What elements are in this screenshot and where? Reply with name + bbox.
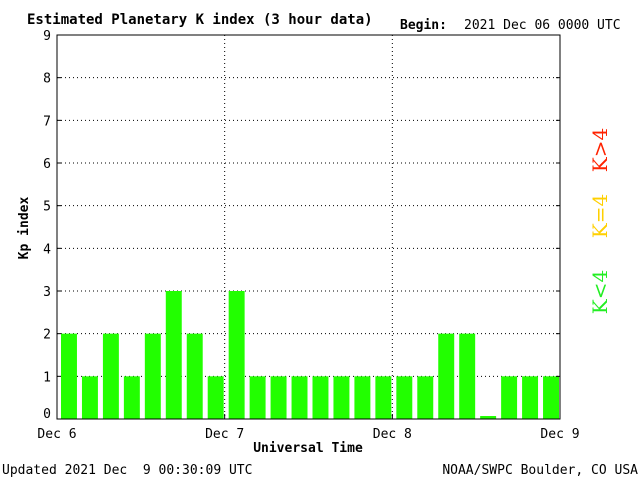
kp-bar [501,376,518,419]
x-axis-label: Universal Time [253,441,363,456]
kp-bar [144,333,161,419]
y-axis-label: Kp index [17,197,32,260]
kp-bar [291,376,308,419]
kp-bar [543,376,559,419]
kp-bar [438,333,455,419]
kp-bar [165,291,182,419]
y-tick-label: 5 [43,200,51,215]
y-ticks: 0 1 2 3 4 5 6 7 8 9 [43,29,560,422]
y-tick-label: 8 [43,72,51,87]
x-tick-label: Dec 8 [373,427,412,442]
y-tick-label: 6 [43,157,51,172]
legend-k-less-4: K<4 [588,270,612,314]
kp-bar [123,376,140,419]
kp-bar [522,376,539,419]
kp-bar [102,333,119,419]
kp-bar [81,376,98,419]
bars-group [61,291,559,419]
begin-label: Begin: [400,18,447,33]
y-tick-label: 4 [43,242,51,257]
kp-bar [417,376,434,419]
x-tick-label: Dec 9 [540,427,579,442]
y-tick-label: 0 [43,407,51,422]
kp-bar [270,376,287,419]
credit-text: NOAA/SWPC Boulder, CO USA [442,463,638,478]
kp-bar [333,376,350,419]
kp-bar [396,376,413,419]
kp-bar [249,376,266,419]
x-tick-label: Dec 6 [37,427,76,442]
kp-bar [459,333,476,419]
kp-bar [61,333,77,419]
x-tick-label: Dec 7 [205,427,244,442]
y-tick-label: 1 [43,370,51,385]
kp-bar [186,333,203,419]
kp-bar [480,416,497,419]
kp-bar [228,291,245,419]
kp-bar [375,376,392,419]
chart-title: Estimated Planetary K index (3 hour data… [27,12,373,28]
y-tick-label: 9 [43,29,51,44]
y-tick-label: 7 [43,114,51,129]
legend-k-equal-4: K=4 [588,194,612,238]
kp-bar [354,376,371,419]
plot-frame [56,34,561,420]
y-tick-label: 2 [43,328,51,343]
grid-lines [57,35,560,419]
kp-bar [312,376,329,419]
legend-k-greater-4: K>4 [588,128,612,172]
begin-value: 2021 Dec 06 0000 UTC [464,18,621,33]
kp-bar [207,376,224,419]
y-tick-label: 3 [43,285,51,300]
updated-timestamp: Updated 2021 Dec 9 00:30:09 UTC [2,463,252,478]
